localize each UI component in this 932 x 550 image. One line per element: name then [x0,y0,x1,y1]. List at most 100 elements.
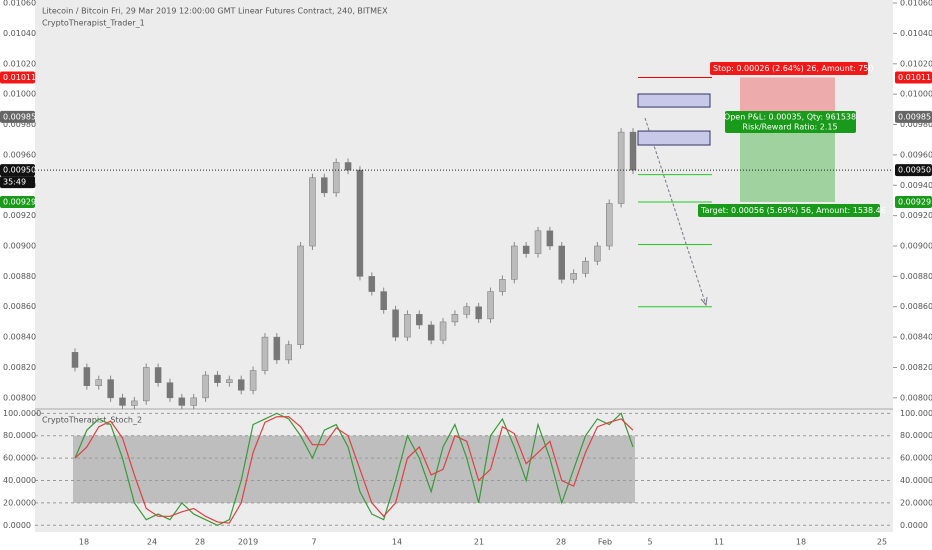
candle-body [321,177,328,194]
candle-body [475,306,482,320]
stop-zone [740,77,835,117]
projection-arrow [644,117,707,306]
candle-body [332,162,340,194]
axis-current-left-bg [0,164,35,177]
candle-body [202,374,209,399]
stoch-title: CryptoTherapist_Stoch_2 [42,416,142,425]
candle-body [309,177,316,247]
candle-body [261,336,269,371]
candle-body [427,324,435,341]
candle-body [83,367,91,386]
candle-body [166,382,174,399]
candle-body [594,245,601,262]
candle-body [558,245,566,280]
candle-body [392,309,399,338]
candle-body [178,397,186,406]
candle-body [522,245,530,254]
candle-body [285,344,292,361]
target-label-bg [698,204,880,217]
stoch-tick-label: 40.0000 [900,476,932,485]
y-tick-label-left: 0.00880 [3,272,36,281]
axis-entry-bg [895,110,932,123]
candle-body [570,273,577,280]
candle-body [107,379,114,399]
y-tick-label-left: 0.00840 [3,333,36,342]
x-tick-label: 7 [311,538,316,547]
y-tick-label: 0.00940 [900,181,932,190]
y-tick-label: 0.00880 [900,272,932,281]
candle-body [499,279,506,292]
y-tick-label-left: 0.01040 [3,29,36,38]
y-tick-label: 0.00960 [900,150,932,159]
candle-body [214,374,221,383]
y-tick-label-left: 0.00900 [3,242,36,251]
target-label: Target: 0.00056 (5.69%) 56, Amount: 1538… [700,206,886,215]
y-tick-label-left: 0.01060 [3,0,36,8]
candle-body [546,230,554,247]
stoch-tick-label: 100.0000 [900,409,932,418]
candle-body [190,397,197,406]
rr-label: Risk/Reward Ratio: 2.15 [742,123,837,132]
x-tick-label: 11 [714,538,724,547]
candle-body [142,367,150,402]
stoch-tick-label-left: 40.0000 [3,476,36,485]
candle-body [463,306,471,315]
candle-body [95,379,102,386]
candle-body [368,276,376,292]
candle-body [344,162,352,171]
y-tick-label: 0.00980 [900,120,932,129]
axis-current-left: 0.00950 [3,166,36,175]
candle-body [511,245,518,280]
axis-target-left: 0.00929 [3,197,36,206]
axis-entry-left: 0.00985 [3,112,36,121]
candle-body [629,131,637,171]
stoch-tick-label: 20.0000 [900,498,932,507]
candle-body [534,230,542,254]
chart-title: Litecoin / Bitcoin Fri, 29 Mar 2019 12:0… [42,7,388,16]
y-tick-label: 0.00860 [900,302,932,311]
axis-entry: 0.00985 [898,112,931,121]
stoch-tick-label-left: 20.0000 [3,498,36,507]
stoch-tick-label-left: 0.0000 [3,521,31,530]
indicator-name: CryptoTherapist_Trader_1 [42,19,145,28]
stoch-k [74,412,634,526]
candle-body [249,370,257,391]
candle-body [71,352,79,368]
candle-body [582,260,589,274]
y-tick-label: 0.00800 [900,393,932,402]
y-tick-label-left: 0.00860 [3,302,36,311]
countdown: 35:49 [3,178,26,187]
candle-body [131,400,138,406]
x-tick-label: 21 [474,538,484,547]
axis-current: 0.00950 [898,166,931,175]
candle-body [119,397,126,406]
x-tick-label: 2019 [238,538,258,547]
candle-body [606,203,613,247]
stoch-tick-label-left: 60.0000 [3,454,36,463]
axis-target-left-bg [0,195,35,208]
candle-body [273,336,281,361]
x-tick-label: 24 [147,538,157,547]
axis-entry-left-bg [0,110,35,123]
candle-body [617,131,625,204]
y-tick-label: 0.01060 [900,0,932,8]
candle-body [487,291,494,320]
candle-body [356,169,364,277]
stoch-tick-label-left: 100.0000 [3,409,41,418]
axis-target-bg [895,195,932,208]
y-tick-label-left: 0.00960 [3,150,36,159]
y-tick-label: 0.00840 [900,333,932,342]
axis-stop-left: 0.01011 [3,73,36,82]
axis-stop-left-bg [0,71,35,84]
stop-label: Stop: 0.00026 (2.64%) 26, Amount: 750 [713,64,873,73]
stoch-tick-label: 80.0000 [900,431,932,440]
candle-body [404,314,411,338]
x-tick-label: 14 [392,538,402,547]
y-tick-label: 0.01040 [900,29,932,38]
y-tick-label: 0.00820 [900,363,932,372]
candle-body [226,379,233,383]
y-tick-label: 0.01000 [900,90,932,99]
axis-current-bg [895,164,932,177]
y-tick-label: 0.00900 [900,242,932,251]
